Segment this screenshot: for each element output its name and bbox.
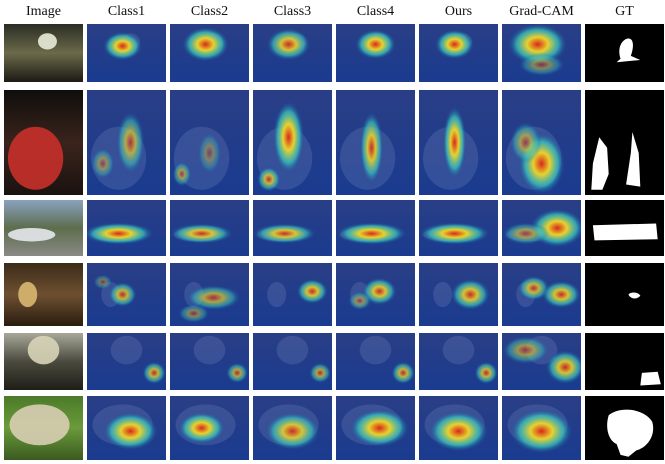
ground-truth-mask-bus-on-road bbox=[585, 200, 664, 256]
heatmap-class2-boy-with-bottle bbox=[170, 90, 249, 195]
heatmap-grad-cam-bus-on-road bbox=[502, 200, 581, 256]
heatmap-class2-sheep-on-grass bbox=[170, 396, 249, 460]
heatmap-class4-bus-on-road bbox=[336, 200, 415, 256]
heatmap-ours-bird-on-bicycle bbox=[419, 24, 498, 82]
heatmap-grad-cam-boy-with-bottle bbox=[502, 90, 581, 195]
heatmap-grad-cam-bird-on-bicycle bbox=[502, 24, 581, 82]
input-image-bicycles-in-room bbox=[4, 333, 83, 390]
heatmap-ours-bus-on-road bbox=[419, 200, 498, 256]
heatmap-class2-living-room bbox=[170, 263, 249, 326]
ground-truth-mask-boy-with-bottle bbox=[585, 90, 664, 195]
heatmap-class3-boy-with-bottle bbox=[253, 90, 332, 195]
heatmap-class4-living-room bbox=[336, 263, 415, 326]
heatmap-class3-bicycles-in-room bbox=[253, 333, 332, 390]
column-header-class2: Class2 bbox=[190, 4, 229, 19]
column-header-image: Image bbox=[26, 4, 61, 19]
heatmap-class2-bird-on-bicycle bbox=[170, 24, 249, 82]
column-header-gt: GT bbox=[615, 4, 634, 19]
input-image-living-room bbox=[4, 263, 83, 326]
input-image-sheep-on-grass bbox=[4, 396, 83, 460]
column-header-grad-cam: Grad-CAM bbox=[509, 4, 574, 19]
heatmap-grad-cam-living-room bbox=[502, 263, 581, 326]
ground-truth-mask-sheep-on-grass bbox=[585, 396, 664, 460]
column-header-ours: Ours bbox=[444, 4, 473, 19]
ground-truth-mask-living-room bbox=[585, 263, 664, 326]
heatmap-class4-boy-with-bottle bbox=[336, 90, 415, 195]
heatmap-class3-sheep-on-grass bbox=[253, 396, 332, 460]
input-image-bird-on-bicycle bbox=[4, 24, 83, 82]
column-header-class4: Class4 bbox=[356, 4, 395, 19]
heatmap-class1-bus-on-road bbox=[87, 200, 166, 256]
heatmap-class2-bus-on-road bbox=[170, 200, 249, 256]
heatmap-class3-living-room bbox=[253, 263, 332, 326]
input-image-bus-on-road bbox=[4, 200, 83, 256]
heatmap-class1-bird-on-bicycle bbox=[87, 24, 166, 82]
heatmap-class1-living-room bbox=[87, 263, 166, 326]
heatmap-ours-bicycles-in-room bbox=[419, 333, 498, 390]
input-image-boy-with-bottle bbox=[4, 90, 83, 195]
heatmap-class2-bicycles-in-room bbox=[170, 333, 249, 390]
heatmap-grad-cam-bicycles-in-room bbox=[502, 333, 581, 390]
ground-truth-mask-bird-on-bicycle bbox=[585, 24, 664, 82]
heatmap-class3-bird-on-bicycle bbox=[253, 24, 332, 82]
ground-truth-mask-bicycles-in-room bbox=[585, 333, 664, 390]
heatmap-ours-living-room bbox=[419, 263, 498, 326]
column-header-class1: Class1 bbox=[107, 4, 146, 19]
column-header-class3: Class3 bbox=[273, 4, 312, 19]
heatmap-ours-sheep-on-grass bbox=[419, 396, 498, 460]
heatmap-class1-boy-with-bottle bbox=[87, 90, 166, 195]
heatmap-class4-bicycles-in-room bbox=[336, 333, 415, 390]
heatmap-grad-cam-sheep-on-grass bbox=[502, 396, 581, 460]
heatmap-class3-bus-on-road bbox=[253, 200, 332, 256]
heatmap-class1-bicycles-in-room bbox=[87, 333, 166, 390]
heatmap-class4-bird-on-bicycle bbox=[336, 24, 415, 82]
heatmap-class4-sheep-on-grass bbox=[336, 396, 415, 460]
heatmap-ours-boy-with-bottle bbox=[419, 90, 498, 195]
heatmap-class1-sheep-on-grass bbox=[87, 396, 166, 460]
